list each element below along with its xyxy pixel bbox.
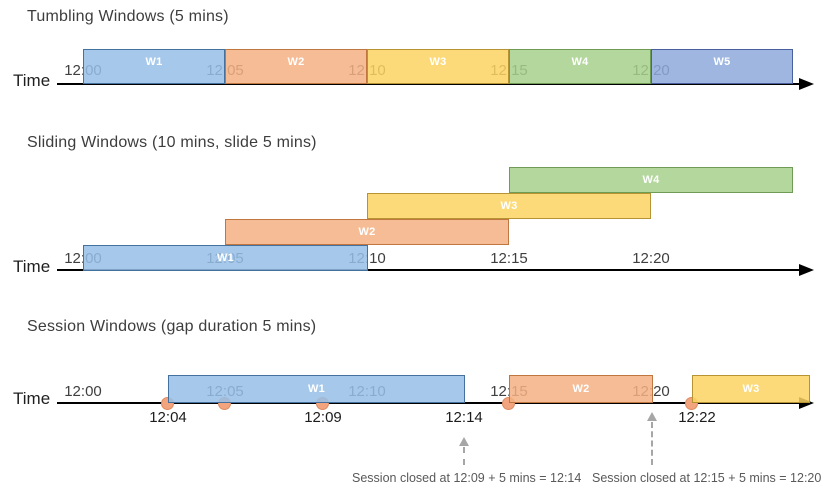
sliding-window-w3-label: W3: [500, 200, 518, 212]
tumbling-axis-arrowhead-icon: [799, 78, 814, 90]
session-time-axis-label: Time: [13, 389, 51, 408]
session-window-w3-label: W3: [742, 383, 760, 395]
tumbling-window-w2: W2: [225, 49, 367, 84]
tumbling-window-w1: W1: [83, 49, 225, 84]
tumbling-window-w4: W4: [509, 49, 651, 84]
sliding-time-axis: [57, 269, 801, 271]
sliding-axis-arrowhead-icon: [799, 264, 814, 276]
session-close-annotation-2: Session closed at 12:15 + 5 mins = 12:20: [592, 471, 822, 485]
sliding-window-w4-label: W4: [642, 174, 660, 186]
tumbling-time-axis: [57, 83, 801, 85]
tumbling-window-w3-label: W3: [429, 56, 447, 68]
sliding-window-w1: W1: [83, 245, 368, 271]
tumbling-window-w5: W5: [651, 49, 793, 84]
tumbling-window-w4-label: W4: [571, 56, 589, 68]
sliding-time-axis-label: Time: [13, 257, 51, 276]
session-close-arrow-1-line: [463, 447, 465, 465]
sliding-window-w2: W2: [225, 219, 509, 245]
tumbling-title: Tumbling Windows (5 mins): [27, 8, 229, 25]
sliding-tick-12-15: 12:15: [490, 250, 528, 267]
sliding-window-w2-label: W2: [358, 226, 376, 238]
tumbling-time-axis-label: Time: [13, 71, 51, 90]
event-time-label-12-04: 12:04: [149, 409, 187, 426]
session-window-w2: W2: [509, 375, 653, 403]
tumbling-window-w3: W3: [367, 49, 509, 84]
event-time-label-12-22: 12:22: [678, 409, 716, 426]
sliding-title: Sliding Windows (10 mins, slide 5 mins): [27, 134, 317, 151]
session-close-annotation-1: Session closed at 12:09 + 5 mins = 12:14: [352, 471, 582, 485]
session-window-w1-label: W1: [307, 383, 326, 395]
sliding-window-w3: W3: [367, 193, 651, 219]
session-close-arrow-2-icon: [647, 412, 657, 421]
session-close-arrow-1-icon: [459, 437, 469, 446]
event-time-label-12-09: 12:09: [304, 409, 342, 426]
sliding-window-w1-label: W1: [216, 252, 235, 264]
tumbling-window-w1-label: W1: [145, 56, 163, 68]
session-window-w2-label: W2: [572, 383, 590, 395]
session-close-arrow-2-line: [651, 422, 653, 465]
sliding-tick-12-20: 12:20: [632, 250, 670, 267]
session-time-axis: [57, 402, 801, 404]
tumbling-window-w5-label: W5: [713, 56, 731, 68]
session-tick-12-00: 12:00: [64, 383, 102, 400]
session-window-w3: W3: [692, 375, 810, 403]
sliding-window-w4: W4: [509, 167, 793, 193]
session-window-w1: W1: [168, 375, 465, 403]
session-title: Session Windows (gap duration 5 mins): [27, 318, 317, 335]
tumbling-window-w2-label: W2: [287, 56, 305, 68]
window-close-label-12-14: 12:14: [445, 409, 483, 426]
